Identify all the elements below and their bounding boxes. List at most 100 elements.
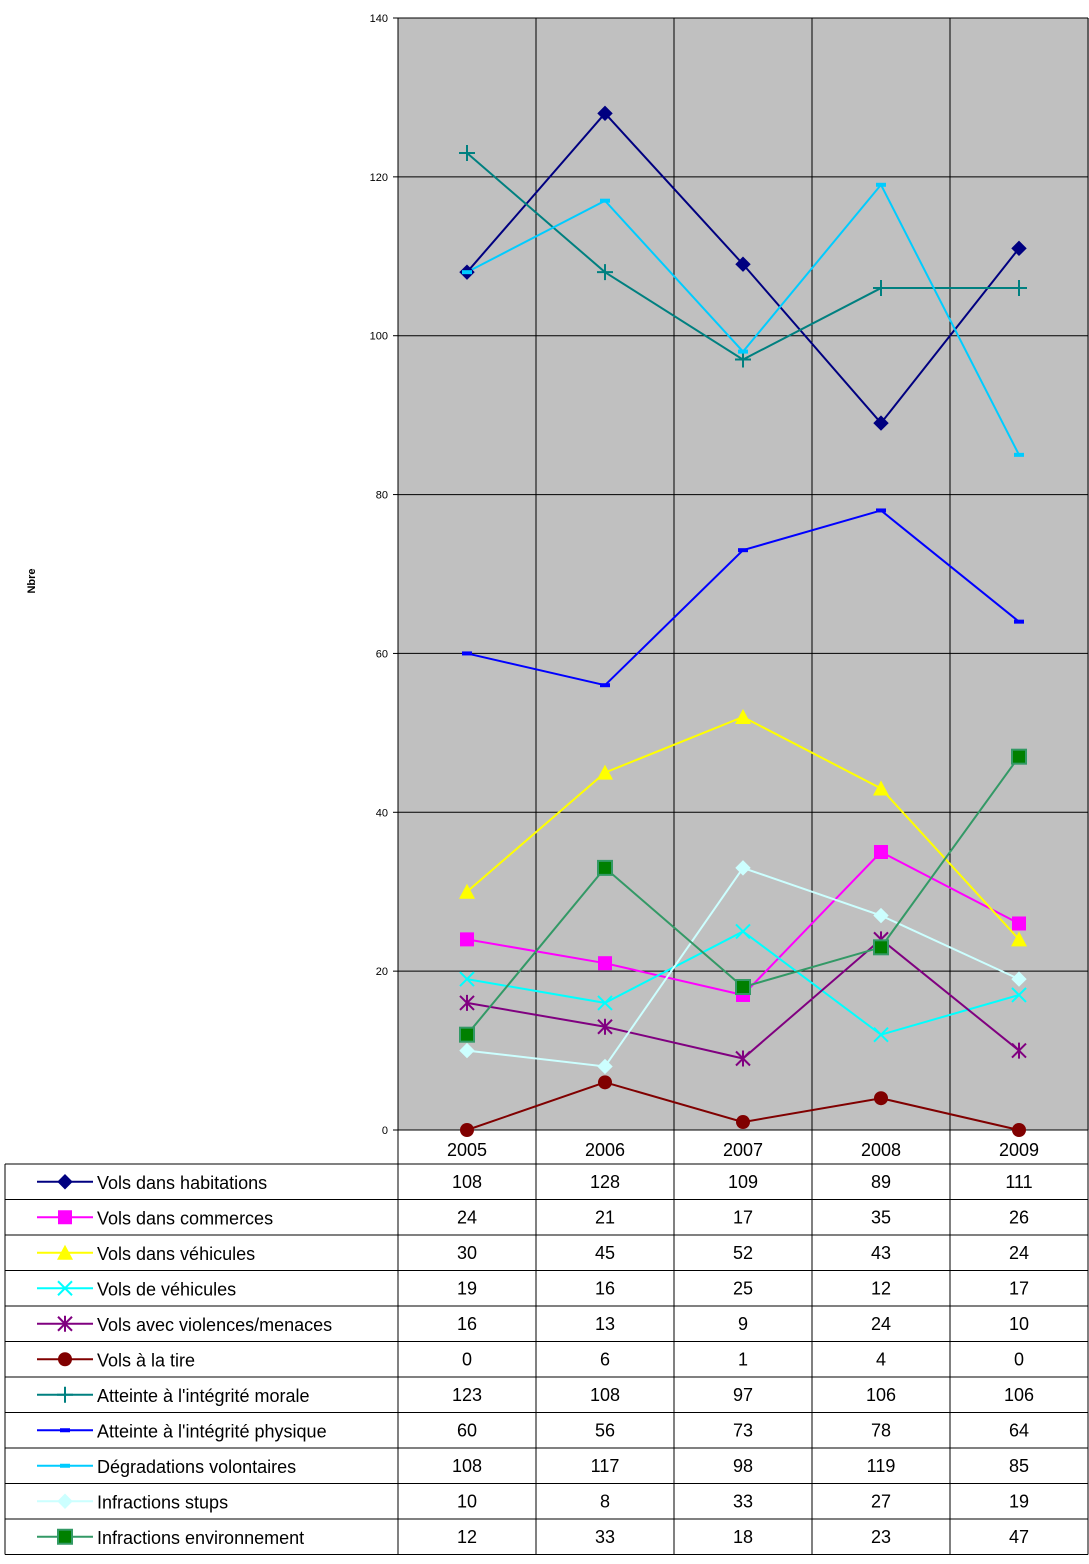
data-point (1011, 971, 1027, 987)
data-label: 106 (866, 1385, 896, 1405)
plot-area (398, 18, 1089, 1130)
y-tick-label: 20 (376, 966, 388, 978)
data-label: 56 (595, 1420, 615, 1440)
data-point (459, 1026, 475, 1043)
y-axis: 0 20 40 60 80 100 120 140 (370, 13, 398, 1137)
data-point (597, 859, 613, 876)
data-point (735, 256, 751, 272)
data-point (873, 907, 889, 924)
data-point (1011, 987, 1027, 1003)
y-tick-label: 120 (370, 172, 388, 184)
data-point (1014, 619, 1024, 624)
data-point (598, 1075, 612, 1090)
data-point (57, 1493, 73, 1509)
data-point (735, 1050, 751, 1067)
data-point (876, 508, 886, 513)
data-label: 35 (871, 1207, 891, 1227)
data-point (462, 270, 472, 275)
data-label: 89 (871, 1172, 891, 1192)
legend-label: Vols de véhicules (97, 1279, 236, 1299)
data-label: 117 (591, 1456, 620, 1476)
data-point (1012, 1123, 1026, 1137)
data-point (459, 145, 475, 162)
data-label: 33 (733, 1491, 753, 1511)
data-point (600, 683, 610, 688)
data-point (597, 1058, 613, 1075)
y-tick-label: 40 (376, 807, 388, 819)
data-point (1014, 452, 1024, 457)
data-point (459, 994, 475, 1011)
data-label: 45 (595, 1243, 615, 1263)
data-label: 24 (1009, 1243, 1029, 1263)
data-point (738, 548, 748, 553)
data-label: 111 (1005, 1172, 1032, 1192)
data-point (58, 1210, 72, 1225)
data-point (459, 971, 475, 987)
data-label: 18 (733, 1527, 753, 1547)
y-tick-label: 100 (370, 331, 388, 343)
data-label: 10 (457, 1491, 477, 1511)
legend-label: Vols dans commerces (97, 1208, 273, 1228)
data-label: 26 (1009, 1207, 1029, 1227)
data-table: 2005 2006 2007 2008 2009 Vols dans habitation… (4, 1130, 1089, 1555)
y-axis-label: Nbre (26, 568, 38, 593)
data-label: 8 (600, 1491, 610, 1511)
data-label: 12 (457, 1527, 477, 1547)
data-point (735, 860, 751, 876)
y-tick-label: 60 (376, 648, 388, 660)
legend-label: Atteinte à l'intégrité physique (97, 1421, 327, 1441)
legend-label: Vols dans véhicules (97, 1244, 255, 1264)
x-tick-label: 2006 (585, 1140, 625, 1160)
data-label: 21 (595, 1207, 615, 1227)
data-point (598, 956, 612, 971)
data-point (57, 1244, 73, 1260)
data-label: 10 (1009, 1314, 1029, 1334)
data-label: 60 (457, 1420, 477, 1440)
data-label: 24 (871, 1314, 891, 1334)
data-label: 97 (733, 1385, 753, 1405)
data-point (600, 198, 610, 203)
data-label: 13 (595, 1314, 615, 1334)
data-point (58, 1352, 72, 1367)
data-label: 47 (1009, 1527, 1029, 1547)
y-tick-label: 140 (370, 13, 388, 25)
data-point (597, 764, 613, 780)
data-label: 1 (738, 1349, 748, 1369)
data-point (57, 1528, 73, 1545)
data-point (873, 415, 889, 431)
data-label: 43 (871, 1243, 891, 1263)
x-tick-label: 2009 (999, 1140, 1039, 1160)
data-label: 24 (457, 1207, 477, 1227)
data-label: 19 (1009, 1491, 1029, 1511)
grid-lines (397, 17, 1089, 1131)
data-label: 27 (871, 1491, 891, 1511)
data-point (1011, 280, 1027, 297)
data-point (57, 1174, 73, 1190)
data-label: 23 (871, 1527, 891, 1547)
data-point (1011, 240, 1027, 257)
data-label: 16 (595, 1278, 615, 1298)
data-label: 108 (452, 1456, 482, 1476)
data-label: 0 (1014, 1349, 1024, 1369)
data-point (873, 939, 889, 956)
data-label: 17 (733, 1207, 753, 1227)
data-point (597, 995, 613, 1011)
data-point (1011, 1042, 1027, 1059)
data-point (735, 979, 751, 996)
data-point (60, 1463, 70, 1468)
data-point (57, 1386, 73, 1403)
series-markers (459, 105, 1027, 1137)
data-label: 108 (590, 1385, 620, 1405)
data-point (1011, 748, 1027, 765)
data-label: 64 (1009, 1420, 1029, 1440)
data-label: 78 (871, 1420, 891, 1440)
data-label: 123 (452, 1385, 482, 1405)
data-label: 16 (457, 1314, 477, 1334)
y-tick-label: 80 (376, 490, 388, 502)
data-label: 30 (457, 1243, 477, 1263)
data-point (460, 1123, 474, 1137)
data-point (735, 708, 751, 724)
data-point (1011, 931, 1027, 947)
legend-label: Atteinte à l'intégrité morale (97, 1386, 310, 1406)
